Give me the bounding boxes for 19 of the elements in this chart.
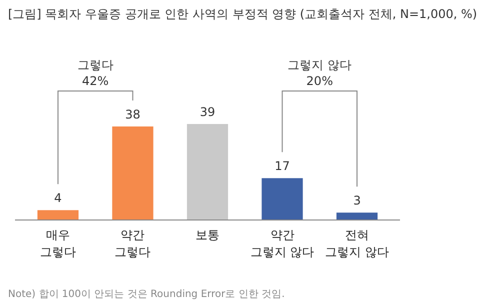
bar <box>112 126 154 220</box>
chart-title: [그림] 목회자 우울증 공개로 인한 사역의 부정적 영향 (교회출석자 전체, N=1,000, %) <box>8 7 478 21</box>
x-tick-label: 약간 그렇지 않다 <box>250 228 314 259</box>
bar <box>336 212 378 220</box>
x-tick-label: 보통 <box>196 228 220 242</box>
data-label: 17 <box>274 159 290 174</box>
data-label: 4 <box>54 191 62 206</box>
text: 그렇다 42% <box>77 58 114 88</box>
text: 그렇지 않다 20% <box>288 58 352 88</box>
bar <box>262 178 303 220</box>
text: Note) 합이 100이 안되는 것은 Rounding Error로 인한 것임. <box>8 289 285 300</box>
bar <box>37 210 79 220</box>
x-tick-label: 전혀 그렇지 않다 <box>325 228 389 259</box>
data-label: 39 <box>200 105 216 119</box>
bar <box>186 124 228 220</box>
x-tick-label: 매우 그렇다 <box>40 228 76 259</box>
data-label: 3 <box>353 194 361 208</box>
data-label: 38 <box>125 107 140 122</box>
x-tick-label: 약간 그렇다 <box>114 228 151 259</box>
